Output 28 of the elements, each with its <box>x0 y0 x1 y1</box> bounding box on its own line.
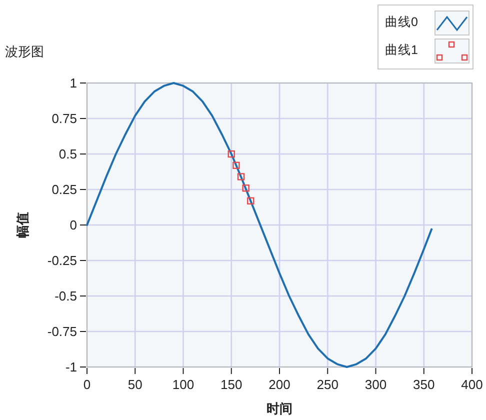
y-tick-label: 0.25 <box>52 182 77 197</box>
chart-title: 波形图 <box>5 44 44 59</box>
x-tick-label: 300 <box>364 377 387 392</box>
point <box>247 197 254 204</box>
x-axis-title: 时间 <box>266 401 292 416</box>
legend-label: 曲线1 <box>385 43 418 57</box>
y-tick-label: 0.5 <box>58 146 77 162</box>
x-tick-label: 150 <box>220 377 242 392</box>
y-tick-label: 0.75 <box>52 111 77 126</box>
legend-label: 曲线0 <box>385 15 418 29</box>
x-tick-label: 0 <box>83 377 91 392</box>
y-tick-label: -1 <box>65 360 77 374</box>
x-tick-label: 400 <box>461 377 483 392</box>
x-tick-label: 50 <box>128 377 142 392</box>
y-axis-title: 幅值 <box>15 212 30 238</box>
y-tick-label: -0.75 <box>47 324 77 339</box>
point <box>228 150 235 158</box>
y-tick-label: -0.25 <box>47 253 77 268</box>
y-tick-label: -0.5 <box>54 288 77 304</box>
x-tick-label: 350 <box>413 377 435 392</box>
x-tick-label: 100 <box>172 377 194 392</box>
point <box>232 162 240 169</box>
x-tick-label: 250 <box>316 377 338 392</box>
x-tick-label: 200 <box>268 377 290 392</box>
point <box>237 173 245 180</box>
y-tick-label: 1 <box>70 76 77 90</box>
y-tick-label: 0 <box>70 218 77 232</box>
point <box>242 184 250 192</box>
